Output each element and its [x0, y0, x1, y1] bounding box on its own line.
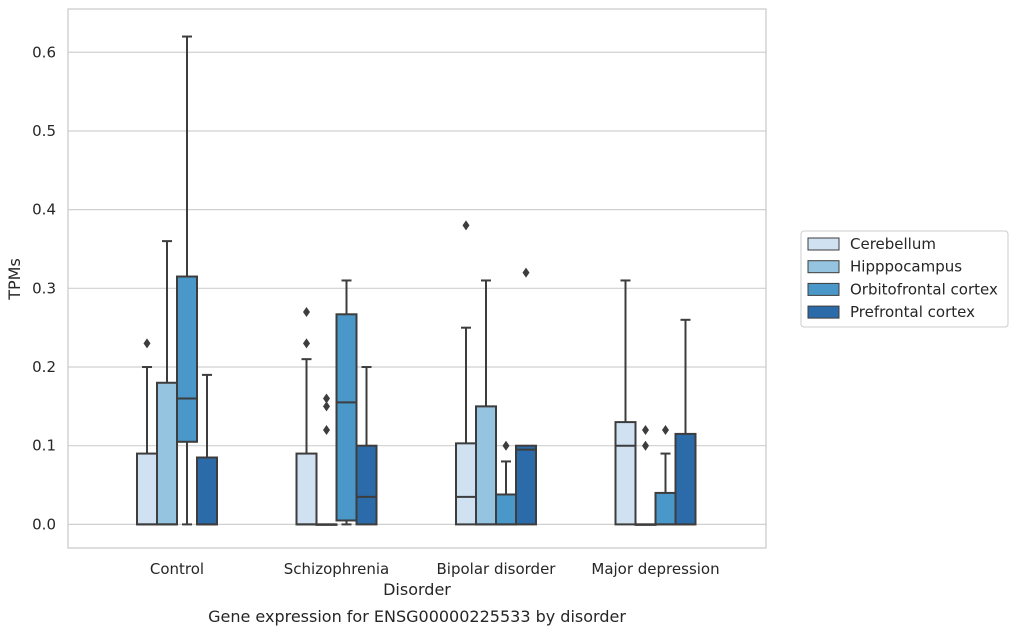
- y-tick-label: 0.6: [32, 43, 56, 61]
- y-tick-label: 0.3: [32, 279, 56, 297]
- plot-frame: [67, 8, 767, 549]
- outlier-point: [303, 306, 310, 317]
- box-body: [495, 493, 517, 526]
- box-prefrontal-cortex: [674, 318, 697, 526]
- x-tick-labels: Control Schizophrenia Bipolar disorder Majo…: [150, 560, 720, 578]
- outlier-point: [462, 220, 470, 231]
- box-cerebellum: [614, 279, 637, 526]
- box-orbitofrontal-cortex: [176, 35, 198, 526]
- legend-frame: [800, 230, 1009, 328]
- x-tick-label: Control: [150, 560, 204, 578]
- box-body: [335, 313, 358, 522]
- outlier-point: [323, 424, 330, 435]
- outlier-point: [323, 401, 330, 412]
- x-tick-label: Major depression: [591, 560, 719, 578]
- legend-swatch: [807, 305, 840, 319]
- legend-label: Cerebellum: [850, 235, 936, 253]
- box-cerebellum: [295, 306, 318, 526]
- outlier-point: [502, 440, 510, 451]
- y-tick-label: 0.4: [32, 201, 56, 219]
- outlier-point: [323, 393, 330, 404]
- box-body: [355, 444, 378, 526]
- box-body: [654, 491, 677, 526]
- y-tick-label: 0.5: [32, 122, 56, 140]
- box-hipppocampus: [475, 279, 497, 526]
- x-tick-label: Schizophrenia: [284, 560, 389, 578]
- box-prefrontal-cortex: [515, 267, 537, 526]
- legend-swatch: [807, 282, 840, 296]
- box-hipppocampus: [315, 393, 338, 526]
- outlier-point: [303, 338, 310, 349]
- box-body: [515, 444, 537, 526]
- box-cerebellum: [455, 220, 477, 526]
- box-body: [196, 456, 218, 526]
- outlier-point: [662, 424, 669, 435]
- x-axis-label: Disorder: [383, 580, 451, 599]
- y-axis-label: TPMs: [5, 258, 24, 301]
- box-body: [176, 275, 198, 443]
- box-prefrontal-cortex: [196, 373, 218, 526]
- box-orbitofrontal-cortex: [495, 440, 517, 526]
- outlier-point: [522, 267, 530, 278]
- y-tick-label: 0.2: [32, 358, 56, 376]
- outlier-point: [642, 424, 649, 435]
- legend-label: Orbitofrontal cortex: [850, 280, 998, 298]
- box-orbitofrontal-cortex: [654, 424, 677, 526]
- box-hipppocampus: [634, 424, 657, 526]
- box-prefrontal-cortex: [355, 366, 378, 526]
- box-body: [136, 452, 158, 526]
- outlier-point: [143, 338, 151, 349]
- box-body: [614, 421, 637, 526]
- y-tick-label: 0.1: [32, 437, 56, 455]
- box-body: [475, 405, 497, 526]
- y-tick-labels: 0.0 0.1 0.2 0.3 0.4 0.5 0.6: [32, 43, 56, 533]
- box-orbitofrontal-cortex: [335, 279, 358, 526]
- y-tick-label: 0.0: [32, 515, 56, 533]
- box-body: [156, 381, 178, 526]
- box-body: [295, 452, 318, 526]
- box-cerebellum: [136, 338, 158, 526]
- outlier-point: [642, 440, 649, 451]
- x-tick-label: Bipolar disorder: [437, 560, 557, 578]
- legend-label: Hipppocampus: [850, 258, 962, 276]
- legend-swatch: [807, 260, 840, 274]
- legend: Cerebellum Hipppocampus Orbitofrontal cort…: [800, 230, 1009, 328]
- box-body: [455, 442, 477, 526]
- box-hipppocampus: [156, 240, 178, 526]
- boxes: [136, 35, 697, 526]
- legend-label: Prefrontal cortex: [850, 303, 975, 321]
- chart-caption: Gene expression for ENSG00000225533 by d…: [208, 607, 626, 626]
- box-body: [674, 432, 697, 526]
- legend-swatch: [807, 237, 840, 251]
